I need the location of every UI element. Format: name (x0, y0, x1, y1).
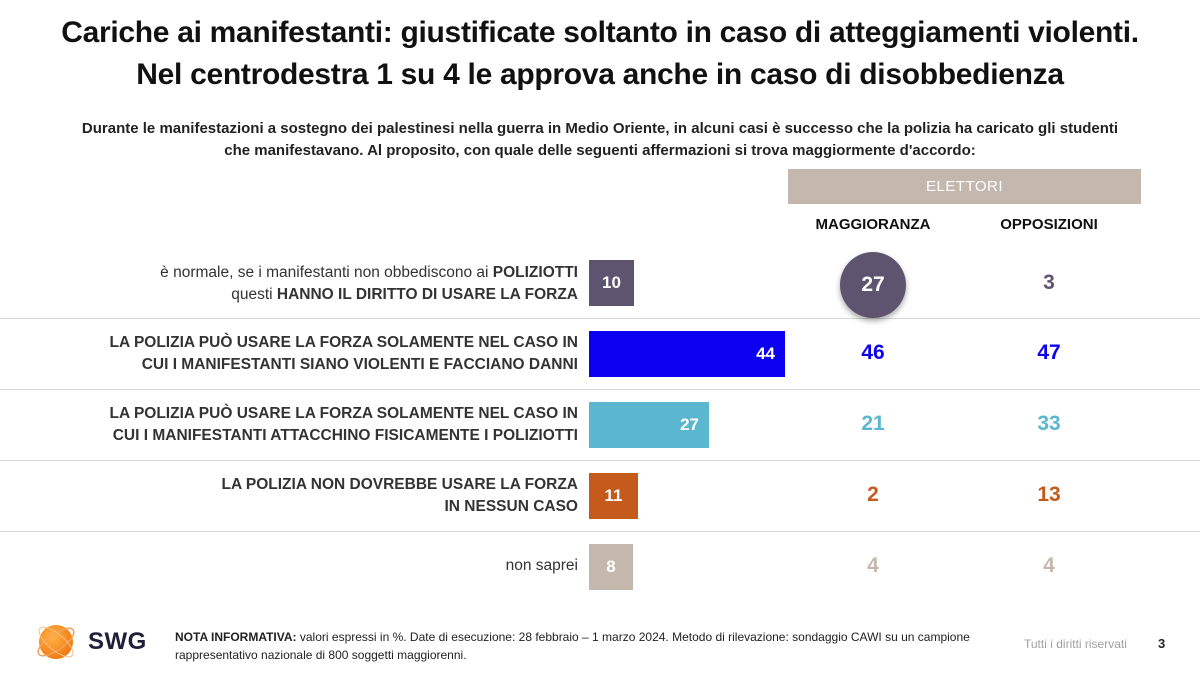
row-label-4: LA POLIZIA NON DOVREBBE USARE LA FORZA I… (40, 474, 579, 518)
slide-title: Cariche ai manifestanti: giustificate so… (0, 12, 1200, 96)
title-line-1: Cariche ai manifestanti: giustificate so… (61, 16, 1139, 49)
row-label-1: è normale, se i manifestanti non obbedis… (40, 262, 578, 306)
bar-total-3: 27 (589, 402, 709, 448)
value-opposizioni-1: 3 (1043, 271, 1055, 294)
column-header-opposizioni: OPPOSIZIONI (1000, 216, 1098, 233)
bar-value-1: 10 (602, 273, 621, 292)
footnote: NOTA INFORMATIVA: valori espressi in %. … (175, 628, 995, 664)
row-label-5-line-1: non saprei (505, 557, 578, 574)
row-divider (0, 389, 1200, 390)
row-label-3-line-2: CUI I MANIFESTANTI ATTACCHINO FISICAMENT… (112, 427, 578, 444)
bar-total-2: 44 (589, 331, 785, 377)
bar-total-1: 10 (589, 260, 634, 306)
row-label-4-line-1: LA POLIZIA NON DOVREBBE USARE LA FORZA (221, 476, 579, 493)
group-header-elettori: ELETTORI (788, 169, 1141, 204)
row-label-2-line-1: LA POLIZIA PUÒ USARE LA FORZA SOLAMENTE … (109, 334, 578, 351)
row-divider (0, 460, 1200, 461)
swg-globe-logo-icon (37, 625, 75, 659)
row-label-2-line-2: CUI I MANIFESTANTI SIANO VIOLENTI E FACC… (141, 356, 578, 373)
bar-value-3: 27 (680, 415, 699, 434)
footnote-label: NOTA INFORMATIVA: (175, 630, 297, 644)
question-line-2: che manifestavano. Al proposito, con qua… (224, 142, 976, 159)
value-maggioranza-2: 46 (861, 341, 885, 364)
footnote-text: valori espressi in %. Date di esecuzione… (175, 630, 970, 662)
row-label-5: non saprei (40, 555, 578, 577)
row-label-1-bold-a: POLIZIOTTI (492, 264, 578, 281)
row-label-1-text-b: questi (231, 286, 277, 303)
question-text: Durante le manifestazioni a sostegno dei… (40, 118, 1160, 162)
swg-logo-text: SWG (88, 628, 147, 655)
value-maggioranza-3: 21 (861, 412, 885, 435)
row-label-1-text-a: è normale, se i manifestanti non obbedis… (160, 264, 493, 281)
row-label-3: LA POLIZIA PUÒ USARE LA FORZA SOLAMENTE … (40, 403, 578, 447)
value-opposizioni-5: 4 (1043, 554, 1055, 577)
row-label-2: LA POLIZIA PUÒ USARE LA FORZA SOLAMENTE … (40, 332, 578, 376)
bar-total-4: 11 (589, 473, 638, 519)
row-divider (0, 318, 1200, 319)
value-opposizioni-2: 47 (1037, 341, 1061, 364)
highlight-circle-maggioranza: 27 (840, 252, 906, 318)
bar-value-5: 8 (606, 557, 616, 576)
value-opposizioni-4: 13 (1037, 483, 1061, 506)
value-opposizioni-3: 33 (1037, 412, 1061, 435)
column-header-maggioranza: MAGGIORANZA (815, 216, 931, 233)
bar-total-5: 8 (589, 544, 633, 590)
row-label-3-line-1: LA POLIZIA PUÒ USARE LA FORZA SOLAMENTE … (109, 405, 578, 422)
value-maggioranza-5: 4 (867, 554, 879, 577)
question-line-1: Durante le manifestazioni a sostegno dei… (81, 120, 1119, 137)
bar-value-4: 11 (604, 486, 623, 505)
row-label-4-line-2: IN NESSUN CASO (444, 498, 579, 515)
row-label-1-bold-b: HANNO IL DIRITTO DI USARE LA FORZA (276, 286, 578, 303)
bar-value-2: 44 (756, 344, 775, 363)
value-maggioranza-4: 2 (867, 483, 879, 506)
row-divider (0, 531, 1200, 532)
copyright-text: Tutti i diritti riservati (1024, 637, 1127, 651)
title-line-2: Nel centrodestra 1 su 4 le approva anche… (136, 58, 1064, 91)
page-number: 3 (1158, 636, 1166, 651)
